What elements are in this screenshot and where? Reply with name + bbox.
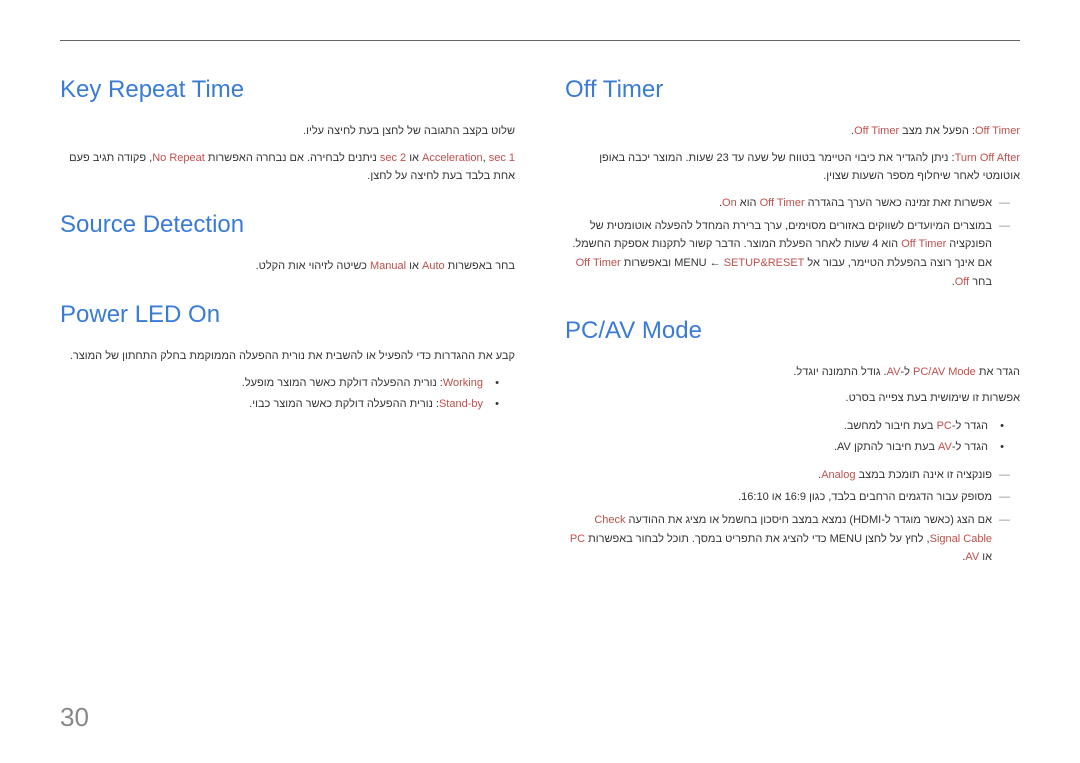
off-timer-notes: אפשרות זאת זמינה כאשר הערך בהגדרה Off Ti… xyxy=(565,194,1020,291)
pcav-notes: פונקציה זו אינה תומכת במצב Analog. מסופק… xyxy=(565,466,1020,567)
pcav-mode-heading: PC/AV Mode xyxy=(565,317,1020,345)
power-led-li1: Working: נורית ההפעלה דולקת כאשר המוצר מ… xyxy=(60,373,495,394)
pcav-note2: מסופק עבור הדגמים הרחבים בלבד, כגון 16:9… xyxy=(565,488,1010,507)
power-led-list: Working: נורית ההפעלה דולקת כאשר המוצר מ… xyxy=(60,373,515,415)
content-columns: Off Timer Off Timer: הפעל את מצב Off Tim… xyxy=(60,76,1020,571)
pcav-li1: הגדר ל-PC בעת חיבור למחשב. xyxy=(565,416,1000,437)
turn-off-after-label: Turn Off After xyxy=(955,152,1020,164)
key-repeat-p1: שלוט בקצב התגובה של לחצן בעת לחיצה עליו. xyxy=(60,122,515,141)
key-repeat-p2: Acceleration, sec 1 או sec 2 ניתנים לבחי… xyxy=(60,149,515,186)
right-column: Off Timer Off Timer: הפעל את מצב Off Tim… xyxy=(565,76,1020,571)
off-timer-heading: Off Timer xyxy=(565,76,1020,104)
pcav-note1: פונקציה זו אינה תומכת במצב Analog. xyxy=(565,466,1010,485)
off-timer-note1: אפשרות זאת זמינה כאשר הערך בהגדרה Off Ti… xyxy=(565,194,1010,213)
pcav-p1: הגדר את PC/AV Mode ל-AV. גודל התמונה יוג… xyxy=(565,363,1020,382)
pcav-li2: הגדר ל-AV בעת חיבור להתקן AV. xyxy=(565,437,1000,458)
source-detection-p1: בחר באפשרות Auto או Manual כשיטה לזיהוי … xyxy=(60,257,515,276)
power-led-heading: Power LED On xyxy=(60,301,515,329)
pcav-list: הגדר ל-PC בעת חיבור למחשב. הגדר ל-AV בעת… xyxy=(565,416,1020,458)
pcav-p2: אפשרות זו שימושית בעת צפייה בסרט. xyxy=(565,389,1020,408)
off-timer-p2: Turn Off After: ניתן להגדיר את כיבוי הטי… xyxy=(565,149,1020,186)
off-timer-p1: Off Timer: הפעל את מצב Off Timer. xyxy=(565,122,1020,141)
source-detection-heading: Source Detection xyxy=(60,211,515,239)
power-led-p1: קבע את ההגדרות כדי להפעיל או להשבית את נ… xyxy=(60,347,515,366)
power-led-li2: Stand-by: נורית ההפעלה דולקת כאשר המוצר … xyxy=(60,394,495,415)
off-timer-label: Off Timer xyxy=(975,125,1020,137)
top-rule xyxy=(60,40,1020,41)
off-timer-note2: במוצרים המיועדים לשווקים באזורים מסוימים… xyxy=(565,217,1010,292)
page-number: 30 xyxy=(60,702,89,733)
pcav-note3: אם הצג (כאשר מוגדר ל-HDMI) נמצא במצב חיס… xyxy=(565,511,1010,567)
left-column: Key Repeat Time שלוט בקצב התגובה של לחצן… xyxy=(60,76,515,571)
key-repeat-heading: Key Repeat Time xyxy=(60,76,515,104)
